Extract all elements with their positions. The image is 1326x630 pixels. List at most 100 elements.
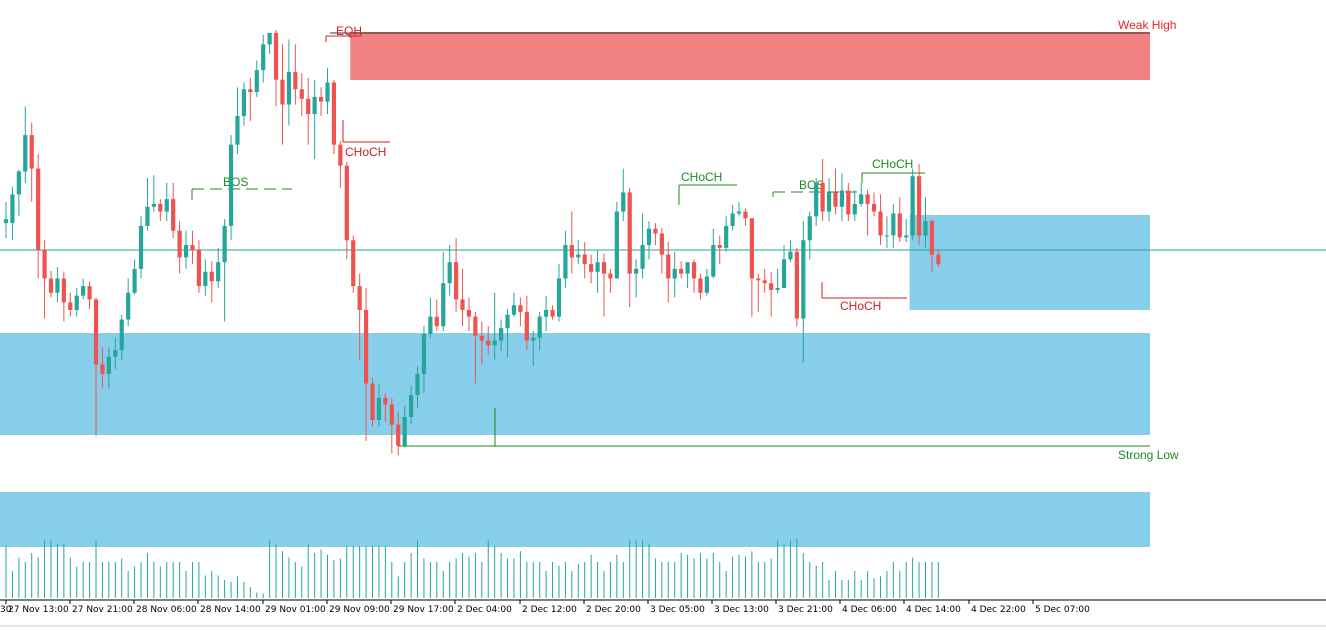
candle-93 (601, 253, 607, 317)
candle-body-66 (428, 316, 433, 334)
candle-99 (640, 213, 645, 279)
candle-85 (550, 305, 555, 320)
candle-body-132 (852, 203, 857, 215)
candle-body-24 (158, 203, 163, 212)
candle-73 (473, 311, 478, 384)
candle-100 (646, 221, 652, 260)
candle-body-64 (415, 374, 420, 396)
candle-body-106 (685, 262, 690, 274)
candle-body-22 (145, 206, 150, 226)
candle-body-46 (299, 89, 304, 99)
x-tick-label-3: 28 Nov 06:00 (136, 605, 197, 615)
candle-body-39 (254, 70, 259, 93)
candle-92 (595, 249, 600, 293)
candle-81 (524, 295, 529, 351)
candle-67 (434, 299, 439, 331)
lower-demand-band (0, 492, 1150, 547)
x-tick-label-16: 4 Dec 22:00 (971, 605, 1026, 615)
candle-body-76 (492, 340, 497, 346)
candle-body-79 (511, 305, 517, 315)
candle-127 (820, 159, 825, 222)
candle-body-144 (929, 221, 935, 255)
candle-body-116 (749, 218, 754, 279)
candle-body-19 (126, 292, 131, 320)
candle-64 (415, 366, 420, 408)
candle-22 (145, 178, 150, 231)
candle-body-120 (775, 288, 780, 290)
candle-75 (486, 326, 491, 355)
candle-body-88 (569, 245, 574, 258)
candle-body-71 (460, 299, 465, 310)
candle-79 (511, 292, 517, 317)
candle-body-94 (608, 273, 613, 279)
x-tick-label-8: 2 Dec 04:00 (457, 605, 512, 615)
candle-46 (299, 73, 304, 116)
candle-55 (357, 273, 362, 360)
candle-body-69 (447, 262, 452, 284)
candle-66 (428, 297, 433, 338)
candle-95 (614, 202, 619, 279)
candle-body-63 (408, 395, 414, 417)
x-tick-label-0: 30 (0, 605, 12, 615)
structure-label-5: CHoCH (872, 157, 913, 171)
candle-body-9 (61, 278, 66, 303)
candle-body-6 (42, 249, 47, 279)
candle-body-57 (370, 383, 375, 420)
candle-body-35 (228, 144, 234, 226)
candle-body-84 (544, 309, 549, 317)
candle-129 (833, 168, 838, 215)
candle-body-37 (241, 89, 247, 116)
candle-body-27 (177, 230, 182, 258)
candle-72 (466, 297, 472, 331)
candle-63 (408, 385, 414, 425)
candle-body-121 (781, 259, 787, 288)
candle-74 (479, 321, 484, 365)
candle-105 (679, 261, 684, 279)
candle-body-34 (222, 225, 227, 263)
candle-116 (749, 218, 754, 317)
candle-body-85 (550, 309, 555, 317)
candle-54 (351, 235, 356, 293)
candle-31 (203, 259, 208, 296)
candle-body-58 (376, 397, 382, 420)
candle-body-130 (839, 190, 844, 207)
candle-97 (627, 187, 632, 308)
candle-body-74 (479, 335, 484, 341)
candle-body-104 (672, 268, 677, 279)
candle-body-82 (531, 337, 536, 341)
candle-body-31 (203, 271, 208, 287)
structure-label-3: CHoCH (681, 170, 722, 184)
candle-94 (608, 268, 613, 293)
candle-68 (441, 251, 446, 331)
candle-body-92 (595, 262, 600, 272)
candle-4 (29, 122, 34, 202)
candle-body-127 (820, 182, 825, 212)
candle-body-2 (16, 171, 21, 195)
candle-42 (273, 30, 279, 107)
candle-34 (222, 219, 227, 322)
candle-56 (363, 288, 369, 441)
candle-62 (402, 405, 407, 448)
candle-body-72 (466, 309, 472, 317)
candle-61 (396, 412, 401, 456)
candle-143 (923, 197, 928, 248)
demand-zone-2 (0, 333, 1150, 435)
candle-57 (370, 377, 375, 427)
candle-body-113 (730, 213, 735, 226)
candle-58 (376, 383, 382, 427)
candle-body-118 (762, 280, 767, 284)
candle-76 (492, 292, 497, 360)
candle-6 (42, 240, 47, 319)
candle-139 (897, 197, 902, 243)
candle-body-50 (325, 82, 330, 102)
candle-body-137 (884, 235, 890, 237)
candle-89 (576, 240, 581, 265)
candle-69 (447, 245, 452, 296)
candle-body-78 (505, 314, 510, 329)
candle-145 (936, 249, 941, 267)
candle-47 (306, 77, 311, 145)
candle-body-26 (171, 199, 176, 231)
candle-17 (113, 337, 118, 370)
